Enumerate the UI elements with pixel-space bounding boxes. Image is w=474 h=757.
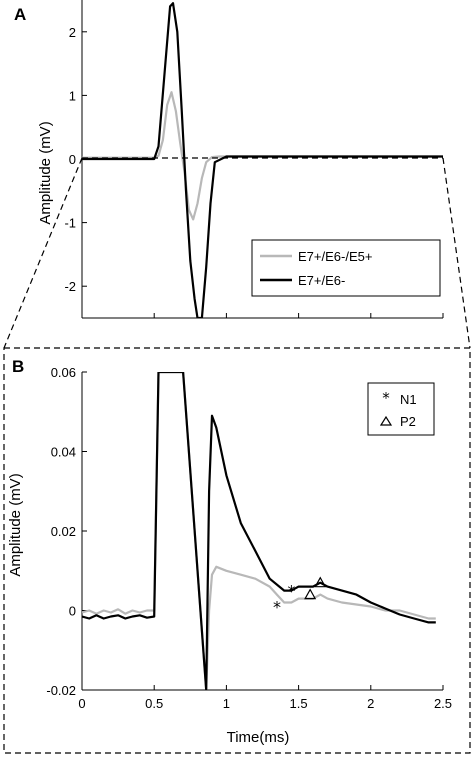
p2-marker	[314, 576, 327, 588]
panel-a-legend: E7+/E6-/E5+ E7+/E6-	[251, 239, 441, 297]
y-tick-label: 0	[69, 604, 76, 619]
x-tick-label: 2	[367, 696, 374, 711]
legend-label-e7-e6-e5: E7+/E6-/E5+	[298, 249, 372, 264]
panel-b-markers: **	[273, 576, 327, 617]
asterisk-icon: *	[382, 389, 390, 407]
panel-a-lines	[82, 2, 443, 318]
x-tick-label: 0.5	[145, 696, 163, 711]
series-line-e7-e6	[82, 372, 436, 690]
panel-a-ylabel: Amplitude (mV)	[37, 121, 54, 224]
y-tick-label: -0.02	[46, 683, 76, 698]
zoom-line-right	[442, 157, 471, 349]
zoom-frame	[3, 347, 471, 754]
panel-a-label: A	[14, 5, 26, 24]
panel-b-ylabel: Amplitude (mV)	[7, 473, 24, 576]
zoom-connectors	[3, 157, 471, 754]
n1-marker: *	[287, 582, 295, 601]
panel-a: A -2 -1 0 1 2 Amplitude (mV) E7+/E6-/E5+ E7+…	[14, 0, 444, 319]
y-tick-label: 2	[69, 25, 76, 40]
y-tick-label: -1	[64, 216, 76, 231]
y-tick-label: 0.06	[51, 365, 76, 380]
legend-label-n1: N1	[400, 392, 417, 407]
y-tick-label: 0.04	[51, 445, 76, 460]
y-tick-label: 0.02	[51, 524, 76, 539]
panel-b-xlabel: Time(ms)	[227, 729, 290, 746]
x-tick-label: 0	[78, 696, 85, 711]
n1-marker: *	[273, 598, 281, 617]
panel-b-lines	[82, 372, 436, 690]
zoom-line-left	[3, 157, 83, 349]
triangle-icon	[379, 415, 393, 426]
panel-b-label: B	[12, 357, 24, 376]
y-tick-label: 1	[69, 88, 76, 103]
x-tick-label: 1	[223, 696, 230, 711]
x-tick-label: 1.5	[290, 696, 308, 711]
y-tick-label: 0	[69, 152, 76, 167]
x-tick-label: 2.5	[434, 696, 452, 711]
legend-label-e7-e6: E7+/E6-	[298, 273, 345, 288]
series-line-e7-e6	[82, 2, 443, 318]
p2-marker	[304, 588, 317, 600]
y-tick-label: -2	[64, 279, 76, 294]
series-line-e7-e6-e5	[82, 372, 436, 690]
panel-b-legend: * N1 P2	[367, 382, 435, 436]
legend-label-p2: P2	[400, 414, 416, 429]
